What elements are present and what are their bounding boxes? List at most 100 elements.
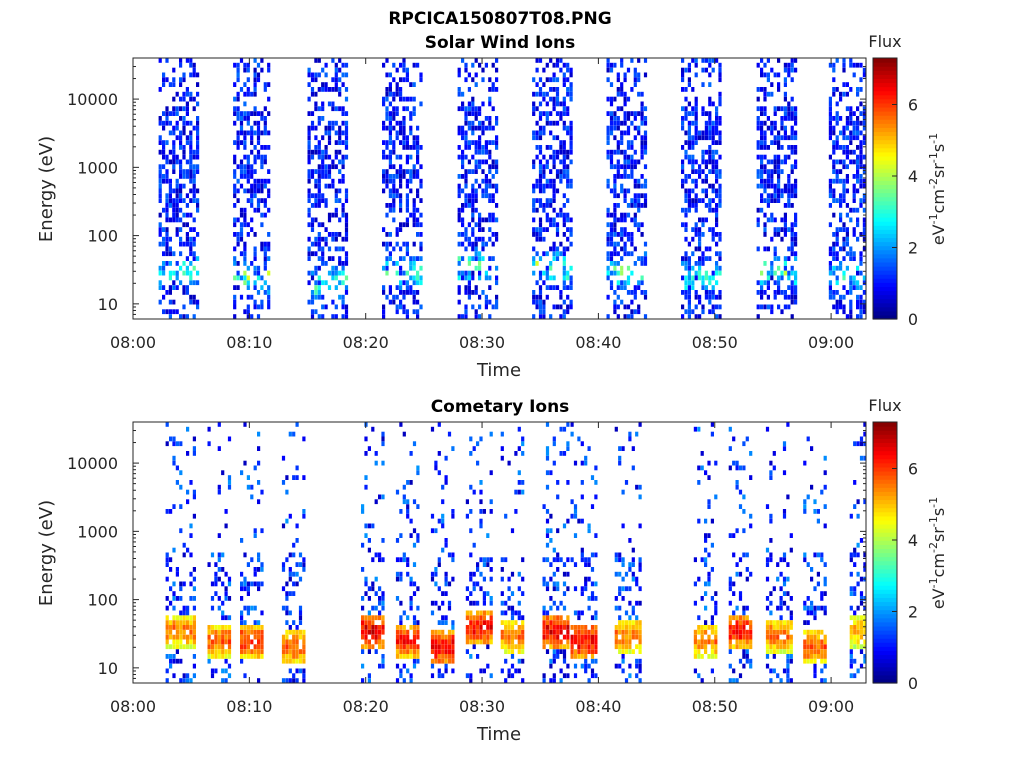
flux-cell — [281, 523, 286, 529]
flux-cell — [521, 557, 525, 563]
flux-cell — [321, 280, 325, 286]
flux-cell — [457, 87, 461, 92]
flux-cell — [517, 446, 521, 451]
flux-cell — [233, 299, 237, 305]
flux-cell — [395, 489, 400, 495]
flux-cell — [794, 193, 798, 199]
flux-cell — [587, 562, 591, 567]
y-tick-label: 10000 — [67, 90, 118, 109]
flux-cell — [444, 615, 448, 621]
flux-cell — [344, 72, 349, 78]
flux-cell — [770, 193, 774, 199]
flux-cell — [810, 658, 814, 664]
flux-cell — [786, 422, 790, 427]
flux-cell — [250, 581, 254, 587]
flux-cell — [260, 116, 264, 121]
flux-cell — [172, 309, 176, 315]
flux-cell — [162, 120, 166, 126]
flux-cell — [594, 625, 598, 630]
colorbar-swatch — [873, 265, 897, 271]
flux-cell — [765, 562, 770, 567]
flux-cell — [402, 639, 406, 645]
flux-cell — [158, 135, 162, 141]
flux-cell — [246, 484, 250, 490]
flux-cell — [763, 178, 767, 184]
flux-cell — [532, 183, 536, 189]
flux-cell — [367, 649, 371, 654]
flux-cell — [489, 615, 493, 621]
flux-cell — [856, 294, 860, 300]
flux-cell — [813, 658, 817, 664]
flux-cell — [710, 518, 714, 524]
flux-cell — [609, 120, 614, 126]
flux-cell — [684, 294, 688, 300]
flux-cell — [707, 571, 711, 577]
flux-cell — [481, 130, 485, 136]
flux-cell — [214, 639, 218, 645]
flux-cell — [562, 634, 567, 640]
flux-cell — [158, 299, 162, 305]
figure-title: RPCICA150807T08.PNG — [388, 9, 611, 29]
flux-cell — [549, 596, 553, 601]
flux-cell — [298, 562, 303, 567]
flux-cell — [532, 261, 536, 266]
flux-cell — [495, 87, 499, 92]
flux-cell — [172, 644, 176, 650]
flux-cell — [192, 576, 196, 582]
flux-cell — [186, 615, 190, 621]
flux-cell — [735, 629, 739, 635]
flux-cell — [175, 465, 179, 471]
flux-cell — [236, 106, 240, 112]
flux-cell — [214, 562, 218, 567]
flux-cell — [412, 135, 416, 141]
flux-cell — [624, 610, 629, 616]
flux-cell — [521, 576, 525, 582]
flux-cell — [549, 605, 553, 611]
flux-cell — [590, 673, 595, 679]
flux-cell — [711, 149, 715, 155]
flux-cell — [859, 299, 863, 305]
flux-cell — [224, 591, 228, 596]
flux-cell — [790, 125, 794, 131]
flux-cell — [691, 198, 695, 203]
flux-cell — [715, 207, 719, 213]
flux-cell — [779, 629, 783, 635]
flux-cell — [623, 77, 627, 83]
flux-cell — [267, 290, 271, 295]
flux-cell — [464, 309, 468, 315]
flux-cell — [405, 135, 409, 141]
flux-cell — [681, 222, 685, 228]
flux-cell — [577, 634, 581, 640]
flux-cell — [399, 140, 403, 145]
flux-cell — [832, 145, 836, 150]
flux-cell — [367, 644, 371, 650]
flux-cell — [324, 130, 328, 136]
flux-cell — [562, 581, 567, 587]
flux-cell — [704, 557, 708, 563]
flux-cell — [179, 82, 183, 87]
flux-cell — [594, 644, 598, 650]
flux-cell — [770, 304, 774, 310]
flux-cell — [769, 668, 773, 674]
flux-cell — [378, 557, 382, 563]
flux-cell — [402, 174, 406, 179]
flux-cell — [406, 639, 410, 645]
flux-cell — [862, 222, 866, 228]
flux-cell — [640, 145, 644, 150]
flux-cell — [532, 290, 536, 295]
flux-cell — [243, 217, 247, 223]
flux-cell — [621, 557, 625, 563]
flux-cell — [813, 673, 817, 679]
flux-cell — [517, 610, 521, 616]
flux-cell — [549, 217, 553, 223]
flux-cell — [334, 314, 338, 319]
flux-cell — [549, 120, 553, 126]
flux-cell — [361, 596, 365, 601]
flux-cell — [334, 164, 338, 170]
flux-cell — [790, 299, 794, 305]
flux-cell — [461, 125, 465, 131]
flux-cell — [165, 629, 169, 635]
flux-cell — [405, 154, 409, 160]
flux-cell — [538, 222, 543, 228]
flux-cell — [549, 203, 553, 208]
